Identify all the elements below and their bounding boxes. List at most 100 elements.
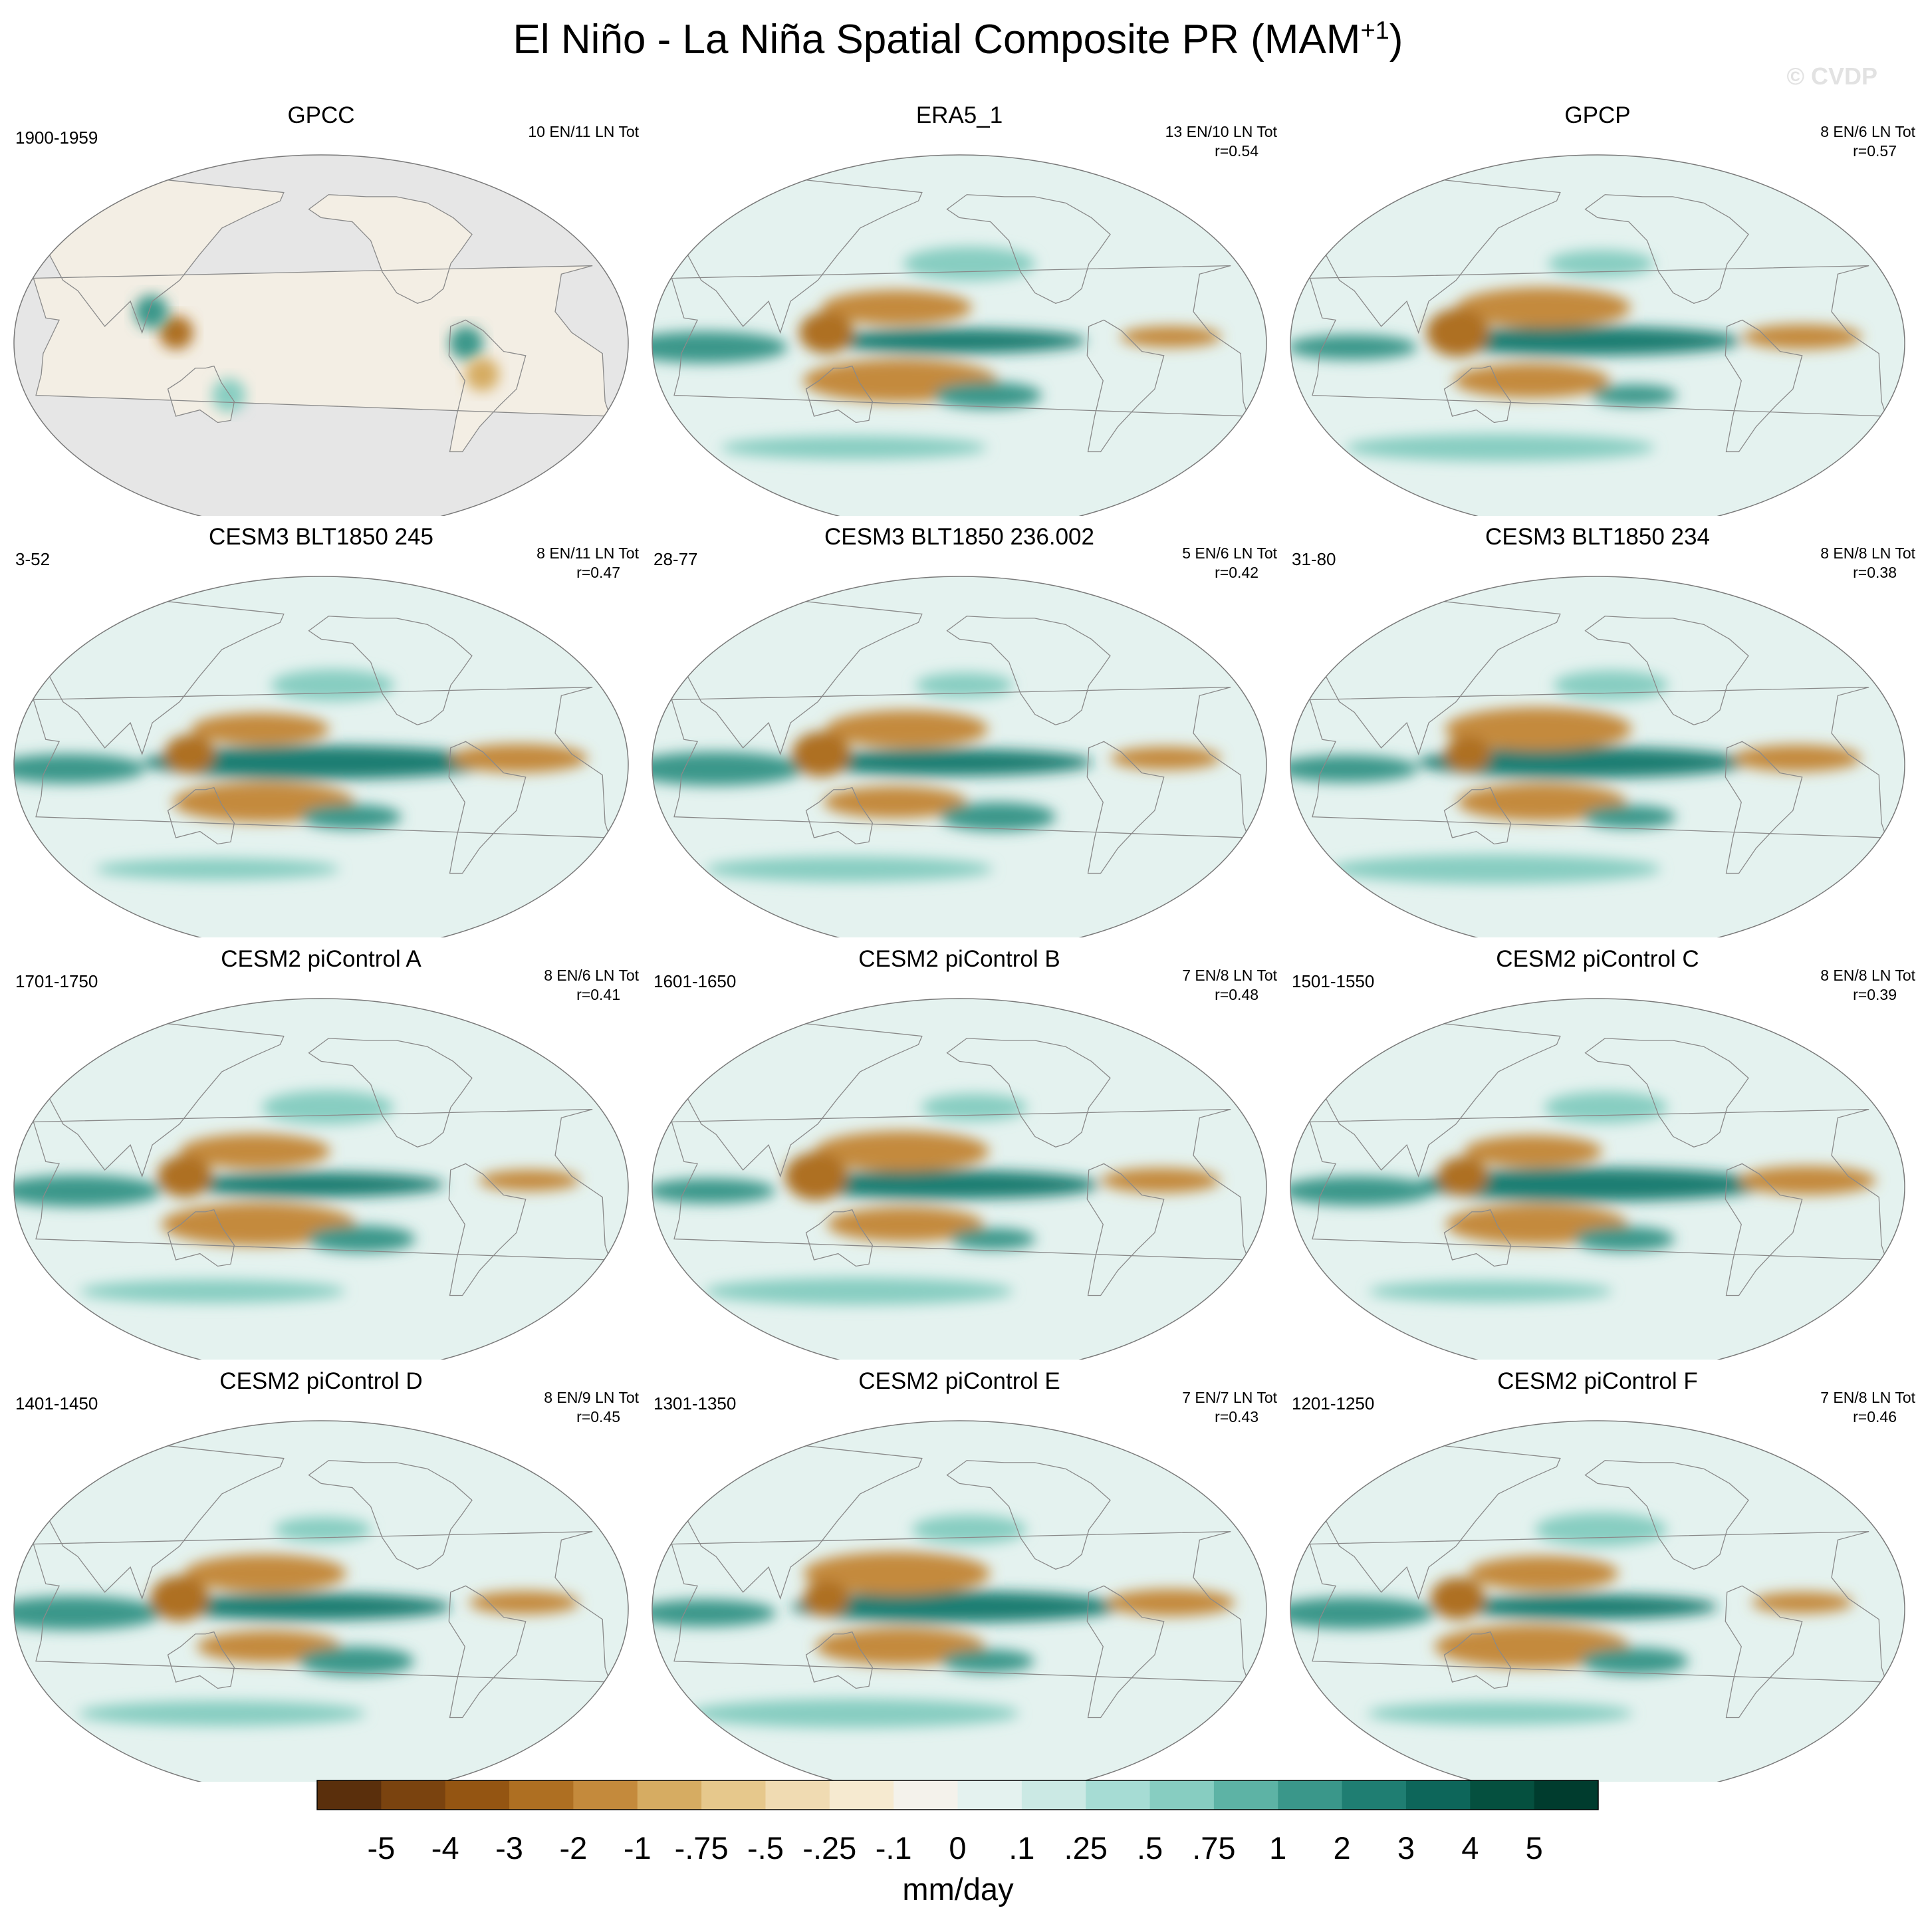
africa-outline bbox=[1309, 687, 1887, 838]
map-border bbox=[1290, 154, 1905, 516]
precip-anomaly-maritime-continent-dry bbox=[784, 1152, 848, 1201]
africa-outline bbox=[671, 265, 1249, 417]
colorbar-tick-label: 0 bbox=[949, 1830, 967, 1866]
map-panel: CESM2 piControl A 1701-1750 8 EN/6 LN Tot r… bbox=[3, 947, 639, 1360]
australia-outline bbox=[1443, 1631, 1512, 1689]
colorbar-tick-label: 5 bbox=[1525, 1830, 1543, 1866]
colorbar-tick-label: -.25 bbox=[802, 1830, 857, 1866]
north-america-outline bbox=[946, 1460, 1111, 1570]
map-border bbox=[13, 1420, 629, 1782]
precip-anomaly-indian-ocean-wet bbox=[652, 1178, 776, 1203]
north-america-outline bbox=[1584, 194, 1749, 304]
precip-anomaly-indian-ocean-wet bbox=[652, 1599, 777, 1627]
precip-anomaly-southern-ocean-wet bbox=[79, 1279, 346, 1303]
precip-anomaly-indian-ocean-wet bbox=[14, 754, 146, 784]
precip-anomaly-south-pacific-wet-band bbox=[298, 1646, 415, 1676]
precip-anomaly-south-pacific-dry bbox=[826, 1207, 984, 1242]
colorbar-tick-label: 4 bbox=[1461, 1830, 1479, 1866]
precip-anomaly-north-pacific-dry bbox=[191, 713, 330, 745]
precip-anomaly-amazon-atlantic-dry bbox=[1120, 326, 1222, 348]
precip-anomaly-southern-ocean-wet bbox=[688, 1699, 1020, 1728]
south-america-outline bbox=[1086, 319, 1165, 453]
panel-stats: 7 EN/7 LN Tot r=0.43 bbox=[1182, 1388, 1277, 1427]
composite-map bbox=[13, 1420, 629, 1782]
event-count: 8 EN/6 LN Tot bbox=[1820, 123, 1915, 140]
panel-stats: 8 EN/8 LN Tot r=0.38 bbox=[1820, 544, 1915, 582]
panel-stats: 7 EN/8 LN Tot r=0.48 bbox=[1182, 966, 1277, 1005]
map-border bbox=[13, 998, 629, 1360]
precip-anomaly-maritime-continent-dry bbox=[1430, 1577, 1485, 1620]
precip-anomaly-maritime-continent-dry bbox=[164, 735, 215, 774]
colorbar-swatch bbox=[509, 1780, 574, 1810]
africa-outline bbox=[1309, 1531, 1887, 1683]
map-panel: CESM3 BLT1850 234 31-80 8 EN/8 LN Tot r=0.3… bbox=[1280, 525, 1915, 937]
panel-year-range: 1701-1750 bbox=[15, 971, 98, 991]
pattern-correlation: r=0.48 bbox=[1215, 986, 1258, 1003]
north-america-outline bbox=[946, 1038, 1111, 1147]
map-border bbox=[13, 154, 629, 516]
colorbar-swatch bbox=[381, 1780, 446, 1810]
south-america-outline bbox=[1725, 1585, 1803, 1719]
precip-anomaly-amazon-atlantic-dry bbox=[1751, 1592, 1854, 1614]
colorbar-tick-label: -2 bbox=[559, 1830, 588, 1866]
colorbar-tick-label: -.75 bbox=[674, 1830, 729, 1866]
precip-anomaly-amazon-atlantic-dry bbox=[1106, 1589, 1235, 1616]
colorbar-swatch bbox=[765, 1780, 830, 1810]
precip-anomaly-indian-ocean-wet bbox=[1290, 755, 1418, 783]
event-count: 10 EN/11 LN Tot bbox=[528, 123, 639, 140]
pattern-correlation: r=0.41 bbox=[576, 986, 620, 1003]
precip-anomaly-blob bbox=[465, 358, 499, 392]
australia-outline bbox=[1443, 365, 1512, 423]
map-border bbox=[652, 998, 1267, 1360]
panel-title: CESM3 BLT1850 236.002 bbox=[824, 524, 1094, 550]
colorbar-swatch bbox=[701, 1780, 766, 1810]
precip-anomaly-south-pacific-wet-band bbox=[1582, 805, 1676, 829]
precip-anomaly-south-pacific-wet-band bbox=[1574, 1226, 1675, 1252]
colorbar-swatch bbox=[894, 1780, 958, 1810]
precip-anomaly-central-pacific-wet bbox=[792, 1169, 1100, 1199]
event-count: 7 EN/8 LN Tot bbox=[1820, 1389, 1915, 1406]
precip-anomaly-south-pacific-wet-band bbox=[1592, 384, 1677, 406]
precip-anomaly-central-pacific-wet bbox=[1433, 326, 1741, 356]
map-panel: CESM2 piControl B 1601-1650 7 EN/8 LN Tot r… bbox=[642, 947, 1277, 1360]
precip-anomaly-southern-ocean-wet bbox=[78, 1701, 366, 1727]
map-border bbox=[13, 576, 629, 937]
precip-anomaly-blob bbox=[134, 295, 169, 328]
colorbar-swatch bbox=[1470, 1780, 1535, 1810]
colorbar-tick-label: 1 bbox=[1269, 1830, 1287, 1866]
colorbar-tick-label: -3 bbox=[495, 1830, 523, 1866]
precip-anomaly-north-pacific-wet bbox=[271, 669, 395, 701]
composite-map bbox=[652, 576, 1267, 937]
precip-anomaly-indian-ocean-wet bbox=[14, 1175, 162, 1207]
precip-anomaly-amazon-atlantic-dry bbox=[1110, 747, 1221, 771]
precip-anomaly-north-pacific-dry bbox=[803, 1551, 991, 1596]
colorbar-swatch bbox=[829, 1780, 894, 1810]
precip-anomaly-maritime-continent-dry bbox=[1437, 1157, 1489, 1196]
north-america-outline bbox=[308, 1460, 473, 1570]
precip-anomaly-north-pacific-dry bbox=[825, 710, 989, 748]
colorbar-swatch bbox=[1342, 1780, 1407, 1810]
precip-anomaly-southern-ocean-wet bbox=[1346, 433, 1655, 461]
panel-year-range: 1501-1550 bbox=[1292, 971, 1375, 991]
composite-map bbox=[652, 154, 1267, 516]
pattern-correlation: r=0.46 bbox=[1853, 1408, 1897, 1425]
composite-map bbox=[1290, 576, 1905, 937]
precip-anomaly-north-pacific-dry bbox=[180, 1134, 330, 1169]
precip-anomaly-central-pacific-wet bbox=[142, 745, 497, 780]
south-america-outline bbox=[1725, 319, 1803, 453]
africa-outline bbox=[671, 1531, 1249, 1683]
precip-anomaly-amazon-atlantic-dry bbox=[469, 1591, 580, 1615]
panel-title: CESM2 piControl D bbox=[219, 1368, 423, 1394]
panel-year-range: 1301-1350 bbox=[654, 1393, 737, 1413]
panel-title: GPCC bbox=[287, 102, 355, 128]
south-america-outline bbox=[1725, 741, 1803, 874]
event-count: 8 EN/6 LN Tot bbox=[544, 967, 639, 984]
map-border bbox=[1290, 576, 1905, 937]
panel-title: CESM2 piControl C bbox=[1496, 946, 1699, 972]
panel-title: CESM3 BLT1850 245 bbox=[209, 524, 433, 550]
colorbar-units: mm/day bbox=[902, 1872, 1014, 1907]
africa-outline bbox=[671, 1109, 1249, 1261]
precip-anomaly-blob bbox=[449, 326, 483, 360]
precip-anomaly-north-pacific-wet bbox=[274, 1516, 372, 1542]
pattern-correlation: r=0.39 bbox=[1853, 986, 1897, 1003]
